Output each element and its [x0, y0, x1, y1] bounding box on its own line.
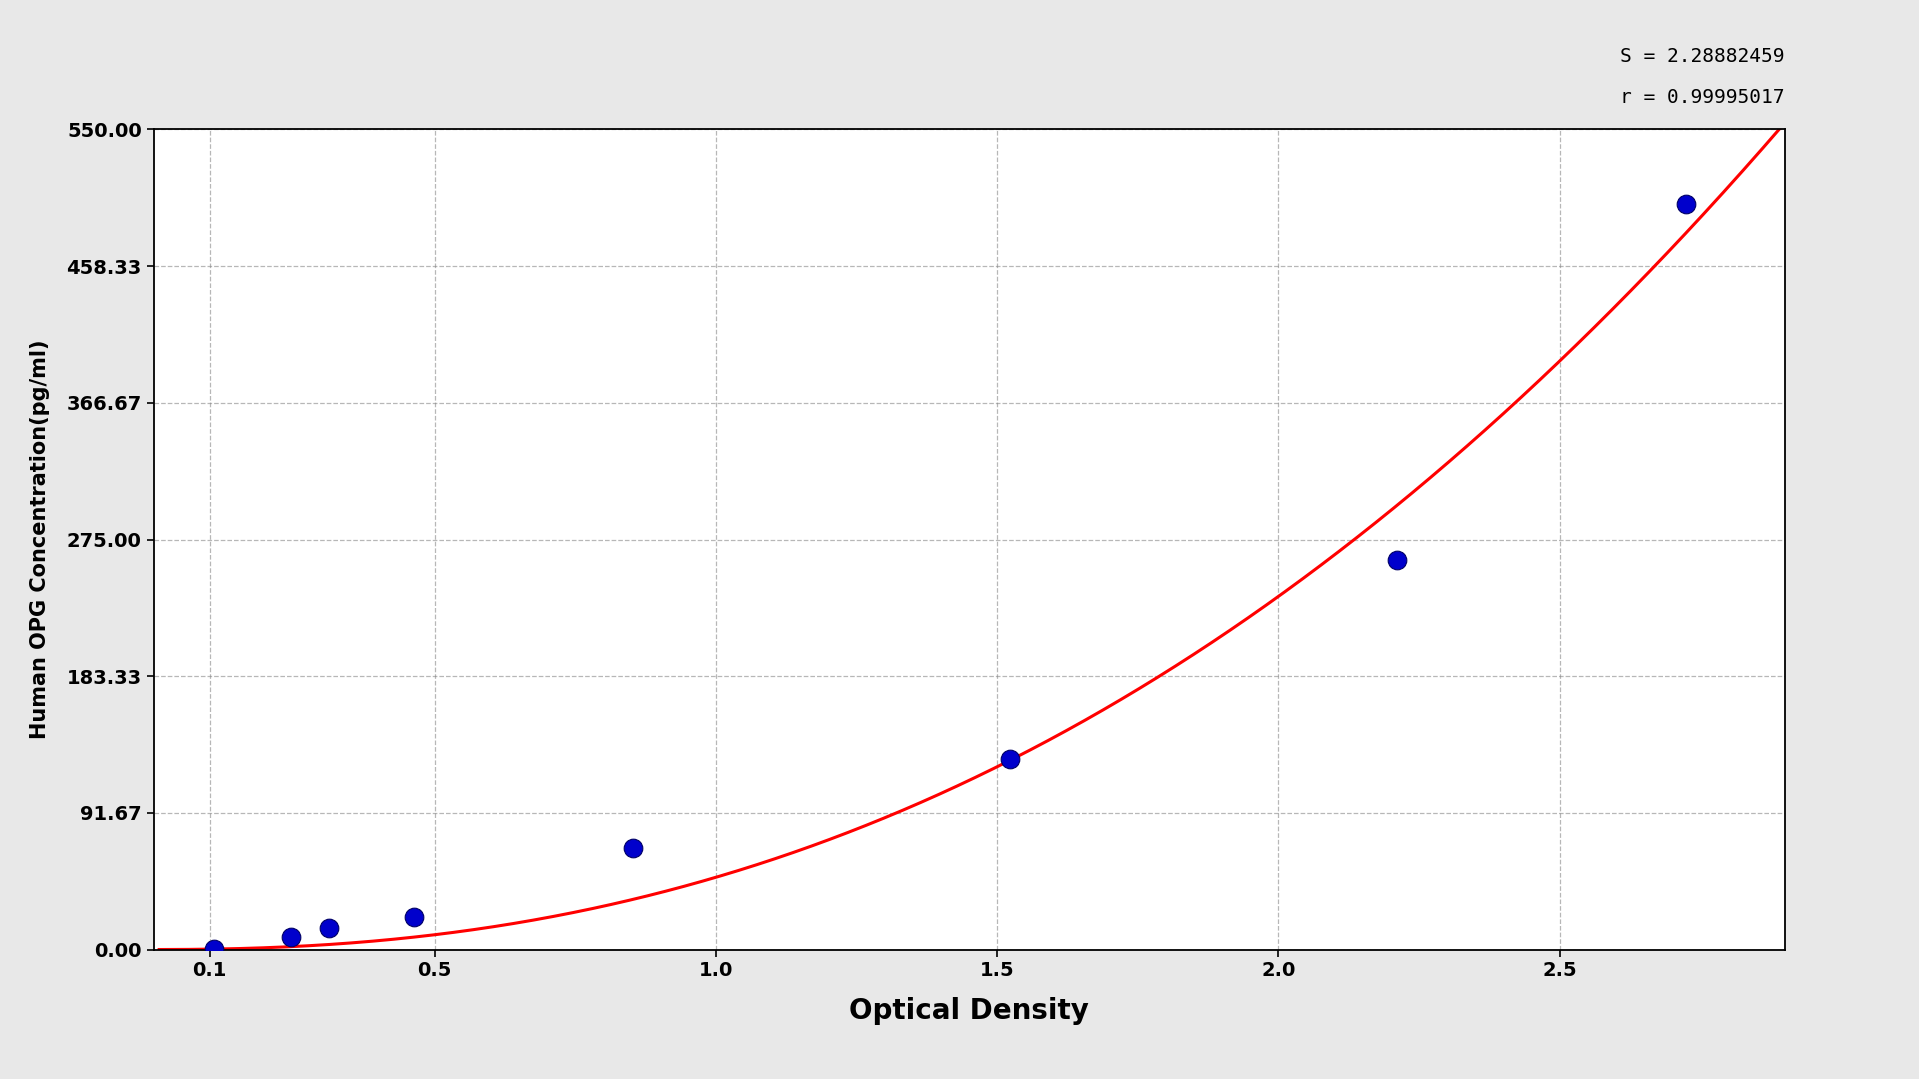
Point	[1670, 195, 1700, 213]
Text: r = 0.99995017: r = 0.99995017	[1620, 88, 1785, 108]
X-axis label: Optical Density: Optical Density	[850, 997, 1090, 1025]
Point	[994, 750, 1025, 767]
Point	[399, 909, 430, 926]
Point	[276, 928, 307, 945]
Text: S = 2.28882459: S = 2.28882459	[1620, 47, 1785, 67]
Point	[200, 940, 230, 957]
Point	[313, 919, 344, 937]
Y-axis label: Human OPG Concentration(pg/ml): Human OPG Concentration(pg/ml)	[31, 340, 50, 739]
Point	[1382, 551, 1412, 569]
Point	[618, 839, 649, 857]
